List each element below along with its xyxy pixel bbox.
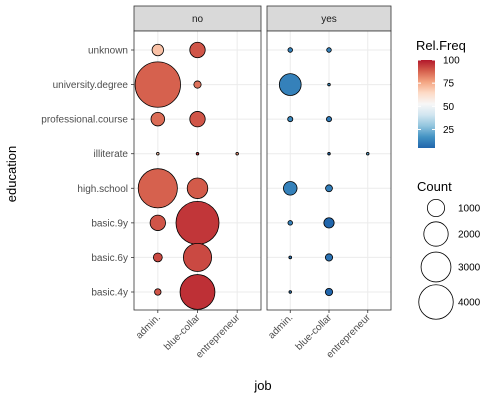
facet-strip-label: no [192, 14, 204, 25]
x-tick-label: admin. [134, 312, 163, 341]
bubble-point [324, 287, 334, 297]
bubble-point [288, 290, 292, 294]
facet-strip-label: yes [321, 14, 337, 25]
facet-panel-yes: yes [266, 5, 392, 311]
facet-panel-no: no [133, 5, 262, 311]
bubble-point [175, 200, 220, 245]
bubble-point [186, 177, 209, 199]
x-tick-label: blue-collar [162, 312, 203, 353]
bubble-point [152, 252, 163, 263]
facet-strip [133, 5, 262, 32]
size-legend-key [420, 251, 452, 283]
color-legend-label: 25 [443, 125, 455, 136]
x-tick-label: blue-collar [294, 312, 335, 353]
size-legend-label: 2000 [458, 230, 481, 241]
bubble-point [151, 43, 164, 57]
bubble-point [137, 168, 178, 209]
y-tick-label: university.degree [53, 80, 129, 91]
x-tick-label: admin. [266, 312, 295, 341]
color-legend: Rel.Freq 25 50 75 100 [416, 38, 466, 148]
size-legend-key [426, 198, 446, 218]
bubble-point [149, 214, 166, 231]
size-legend-label: 3000 [458, 263, 481, 274]
facet-panels: no yes [133, 5, 392, 311]
size-legend-label: 1000 [458, 204, 481, 215]
bubble-point [156, 152, 160, 156]
size-legend-key [423, 221, 449, 247]
y-axis-title: education [4, 146, 19, 202]
y-tick-label: high.school [77, 184, 128, 195]
size-legend-title: Count [417, 179, 452, 194]
bubble-point [134, 61, 181, 108]
color-legend-label: 50 [443, 102, 455, 113]
bubble-point [325, 184, 333, 193]
bubble-point [179, 274, 216, 310]
facet-strip [266, 5, 392, 32]
bubble-point [287, 220, 293, 226]
y-tick-label: professional.course [41, 115, 128, 126]
color-legend-title: Rel.Freq [416, 38, 466, 53]
color-legend-bar [418, 60, 435, 148]
bubble-point [189, 111, 206, 128]
size-legend-label: 4000 [458, 298, 481, 309]
bubble-point [183, 242, 212, 272]
bubble-point [326, 116, 332, 123]
bubble-point [323, 217, 335, 229]
color-legend-label: 100 [443, 56, 460, 67]
size-legend-key [418, 284, 454, 320]
bubble-point [195, 152, 200, 156]
bubble-point [327, 82, 331, 87]
bubble-point [326, 47, 332, 53]
bubble-point [287, 47, 293, 53]
bubble-point [150, 111, 166, 127]
bubble-point [288, 255, 293, 260]
bubble-point [283, 181, 298, 196]
bubble-point [327, 152, 331, 156]
bubble-point [154, 288, 162, 296]
y-tick-labels: basic.4y basic.6y basic.9y high.school illit… [41, 46, 134, 299]
y-tick-label: basic.6y [91, 253, 128, 264]
bubble-point [189, 41, 206, 59]
y-tick-label: basic.9y [91, 218, 128, 229]
x-axis-title: job [253, 378, 271, 393]
y-tick-label: illiterate [94, 149, 129, 160]
color-legend-label: 75 [443, 79, 455, 90]
bubble-point [278, 73, 302, 96]
bubble-point [324, 253, 334, 262]
y-tick-label: unknown [88, 46, 128, 57]
size-legend: Count 1000 2000 3000 4000 [417, 179, 481, 320]
y-tick-label: basic.4y [91, 288, 128, 299]
bubble-point [287, 116, 294, 123]
bubble-point [366, 152, 370, 156]
bubble-point [193, 80, 202, 89]
bubble-point [235, 152, 239, 156]
